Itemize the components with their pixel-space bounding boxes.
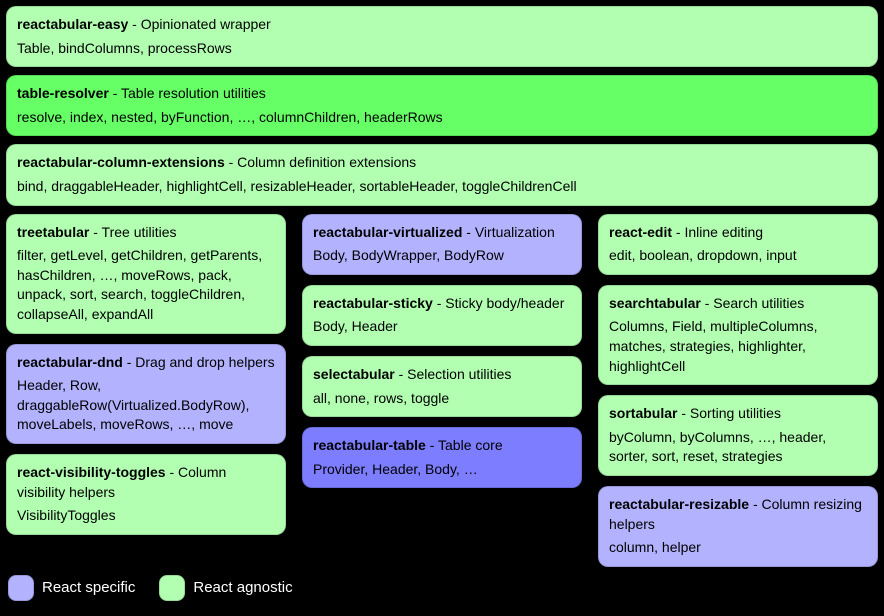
package-name: reactabular-dnd	[17, 354, 123, 370]
package-card-selectabular: selectabular - Selection utilities all, n…	[302, 356, 582, 417]
legend-swatch-react	[8, 575, 34, 601]
column-0: treetabular - Tree utilities filter, getL…	[6, 214, 286, 567]
package-card-reactabular-easy: reactabular-easy - Opinionated wrapper Ta…	[6, 6, 878, 67]
package-card-table-resolver: table-resolver - Table resolution utilit…	[6, 75, 878, 136]
card-title: treetabular - Tree utilities	[17, 223, 275, 243]
package-card-reactabular-column-extensions: reactabular-column-extensions - Column d…	[6, 144, 878, 205]
package-exports: Table, bindColumns, processRows	[17, 39, 867, 59]
card-title: reactabular-easy - Opinionated wrapper	[17, 15, 867, 35]
package-name: react-edit	[609, 224, 672, 240]
legend-swatch-agnostic	[159, 575, 185, 601]
card-title: react-visibility-toggles - Column visibi…	[17, 463, 275, 502]
legend-item-react: React specific	[8, 575, 135, 601]
package-name: reactabular-sticky	[313, 295, 433, 311]
card-title: searchtabular - Search utilities	[609, 294, 867, 314]
package-exports: Provider, Header, Body, …	[313, 460, 571, 480]
package-name: selectabular	[313, 366, 395, 382]
package-card-searchtabular: searchtabular - Search utilities Columns,…	[598, 285, 878, 385]
package-name: reactabular-virtualized	[313, 224, 462, 240]
columns-container: treetabular - Tree utilities filter, getL…	[6, 214, 878, 567]
package-desc: - Inline editing	[672, 224, 763, 240]
package-card-treetabular: treetabular - Tree utilities filter, getL…	[6, 214, 286, 334]
package-desc: - Opinionated wrapper	[128, 16, 270, 32]
package-desc: - Table resolution utilities	[109, 85, 266, 101]
package-name: treetabular	[17, 224, 89, 240]
package-exports: column, helper	[609, 538, 867, 558]
legend-label-react: React specific	[42, 579, 135, 596]
package-exports: filter, getLevel, getChildren, getParent…	[17, 246, 275, 324]
package-desc: - Search utilities	[701, 295, 804, 311]
package-exports: bind, draggableHeader, highlightCell, re…	[17, 177, 867, 197]
legend: React specific React agnostic	[6, 575, 878, 601]
package-card-sortabular: sortabular - Sorting utilities byColumn, …	[598, 395, 878, 476]
legend-item-agnostic: React agnostic	[159, 575, 292, 601]
package-card-reactabular-table: reactabular-table - Table core Provider, …	[302, 427, 582, 488]
card-title: react-edit - Inline editing	[609, 223, 867, 243]
package-name: react-visibility-toggles	[17, 464, 166, 480]
package-desc: - Selection utilities	[395, 366, 512, 382]
package-exports: edit, boolean, dropdown, input	[609, 246, 867, 266]
package-desc: - Table core	[426, 437, 503, 453]
package-desc: - Column definition extensions	[225, 154, 416, 170]
package-name: reactabular-table	[313, 437, 426, 453]
legend-label-agnostic: React agnostic	[193, 579, 292, 596]
card-title: reactabular-dnd - Drag and drop helpers	[17, 353, 275, 373]
card-title: reactabular-sticky - Sticky body/header	[313, 294, 571, 314]
card-title: table-resolver - Table resolution utilit…	[17, 84, 867, 104]
package-name: table-resolver	[17, 85, 109, 101]
package-exports: all, none, rows, toggle	[313, 389, 571, 409]
card-title: reactabular-virtualized - Virtualization	[313, 223, 571, 243]
package-name: reactabular-easy	[17, 16, 128, 32]
package-desc: - Drag and drop helpers	[123, 354, 275, 370]
package-exports: Body, Header	[313, 317, 571, 337]
package-card-react-visibility-toggles: react-visibility-toggles - Column visibi…	[6, 454, 286, 535]
package-name: searchtabular	[609, 295, 701, 311]
package-exports: Header, Row, draggableRow(Virtualized.Bo…	[17, 376, 275, 435]
package-desc: - Virtualization	[462, 224, 554, 240]
package-card-reactabular-sticky: reactabular-sticky - Sticky body/header B…	[302, 285, 582, 346]
package-name: reactabular-column-extensions	[17, 154, 225, 170]
package-exports: byColumn, byColumns, …, header, sorter, …	[609, 428, 867, 467]
package-name: reactabular-resizable	[609, 496, 749, 512]
card-title: sortabular - Sorting utilities	[609, 404, 867, 424]
column-2: react-edit - Inline editing edit, boolean…	[598, 214, 878, 567]
package-card-reactabular-virtualized: reactabular-virtualized - Virtualization…	[302, 214, 582, 275]
package-card-react-edit: react-edit - Inline editing edit, boolean…	[598, 214, 878, 275]
package-name: sortabular	[609, 405, 677, 421]
package-exports: VisibilityToggles	[17, 506, 275, 526]
card-title: reactabular-table - Table core	[313, 436, 571, 456]
package-exports: Columns, Field, multipleColumns, matches…	[609, 317, 867, 376]
package-card-reactabular-dnd: reactabular-dnd - Drag and drop helpers H…	[6, 344, 286, 444]
package-exports: Body, BodyWrapper, BodyRow	[313, 246, 571, 266]
card-title: reactabular-column-extensions - Column d…	[17, 153, 867, 173]
package-desc: - Tree utilities	[89, 224, 176, 240]
column-1: reactabular-virtualized - Virtualization…	[302, 214, 582, 567]
card-title: reactabular-resizable - Column resizing …	[609, 495, 867, 534]
card-title: selectabular - Selection utilities	[313, 365, 571, 385]
package-card-reactabular-resizable: reactabular-resizable - Column resizing …	[598, 486, 878, 567]
package-desc: - Sticky body/header	[433, 295, 565, 311]
package-exports: resolve, index, nested, byFunction, …, c…	[17, 108, 867, 128]
package-desc: - Sorting utilities	[677, 405, 780, 421]
